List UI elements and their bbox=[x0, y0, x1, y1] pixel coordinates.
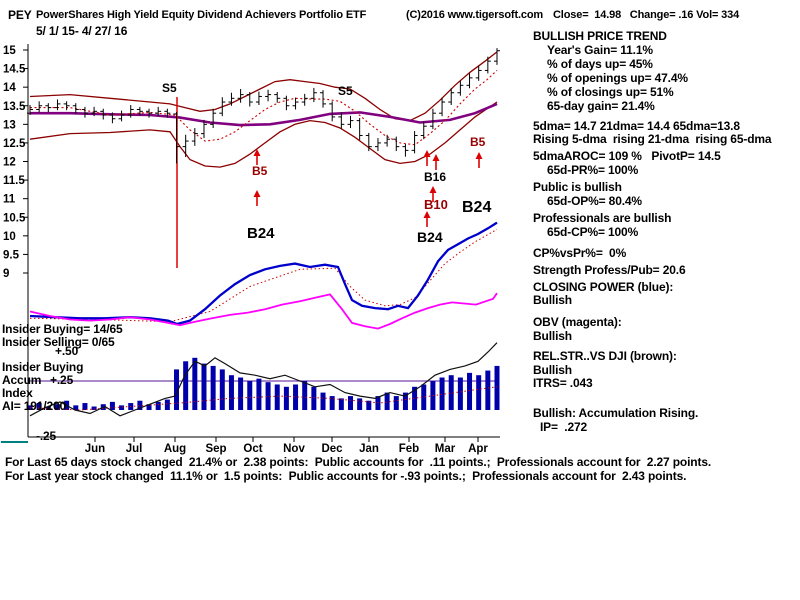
date-range: 5/ 1/ 15- 4/ 27/ 16 bbox=[36, 24, 128, 38]
svg-text:9: 9 bbox=[3, 268, 9, 280]
svg-text:10.5: 10.5 bbox=[3, 212, 26, 224]
signal-label-s5: S5 bbox=[338, 84, 353, 98]
summary-line-year: For Last year stock changed 11.1% or 1.5… bbox=[5, 469, 687, 483]
accum-label: Accum bbox=[2, 373, 42, 387]
cp-vs-pr: CP%vsPr%= 0% bbox=[533, 246, 627, 260]
svg-text:Nov: Nov bbox=[283, 443, 305, 455]
svg-text:12.5: 12.5 bbox=[3, 138, 26, 150]
closing-power-header: CLOSING POWER (blue): bbox=[533, 280, 674, 294]
svg-text:Sep: Sep bbox=[205, 443, 226, 455]
axes: 15 14.5 14 13.5 13 12.5 12 11.5 11 10.5 10 9.5 9 Jun J… bbox=[1, 44, 500, 455]
professional-sentiment: Professionals are bullish bbox=[533, 211, 672, 225]
svg-text:Dec: Dec bbox=[321, 443, 343, 455]
svg-text:Mar: Mar bbox=[435, 443, 456, 455]
scale-minus25: -.25 bbox=[36, 429, 57, 443]
svg-text:Jun: Jun bbox=[85, 443, 105, 455]
header-symbol: PEY bbox=[8, 8, 32, 22]
price-bars bbox=[27, 48, 500, 164]
scale-plus50: +.50 bbox=[55, 344, 79, 358]
svg-text:11.5: 11.5 bbox=[3, 175, 25, 187]
op-65d: 65d-OP%= 80.4% bbox=[547, 194, 642, 208]
rel-str-status: Bullish bbox=[533, 363, 572, 377]
quote-summary: Close= 14.98 Change= .16 Vol= 334 bbox=[553, 9, 740, 21]
signal-label-b5: B5 bbox=[470, 135, 486, 149]
insider-buying-label: Insider Buying bbox=[2, 360, 84, 374]
svg-text:Jan: Jan bbox=[359, 443, 379, 455]
svg-text:11: 11 bbox=[3, 194, 16, 206]
strength-ratio: Strength Profess/Pub= 20.6 bbox=[533, 263, 686, 277]
indicator-lines bbox=[29, 221, 498, 330]
aroc-pivot: 5dmaAROC= 109 % PivotP= 14.5 bbox=[533, 149, 721, 163]
rel-strength-line bbox=[29, 342, 498, 417]
rel-str-header: REL.STR..VS DJI (brown): bbox=[533, 349, 677, 363]
pr-65d: 65d-PR%= 100% bbox=[547, 163, 639, 177]
chart-title: PowerShares High Yield Equity Dividend A… bbox=[36, 9, 367, 21]
signal-label-b24: B24 bbox=[247, 225, 275, 242]
gain-65day: 65-day gain= 21.4% bbox=[547, 99, 655, 113]
svg-text:Feb: Feb bbox=[399, 443, 419, 455]
dma-values: 5dma= 14.7 21dma= 14.4 65dma=13.8 bbox=[533, 119, 740, 133]
signal-label-b10: B10 bbox=[424, 197, 448, 212]
itrs-value: ITRS= .043 bbox=[533, 376, 593, 390]
insider-selling-count: Insider Selling= 0/65 bbox=[2, 335, 115, 349]
svg-text:15: 15 bbox=[3, 45, 16, 57]
days-up-pct: % of days up= 45% bbox=[547, 57, 653, 71]
obv-status: Bullish bbox=[533, 329, 572, 343]
signal-label-b24: B24 bbox=[417, 229, 443, 245]
svg-text:10: 10 bbox=[3, 231, 16, 243]
svg-text:14.5: 14.5 bbox=[3, 64, 26, 76]
cp-65d: 65d-CP%= 100% bbox=[547, 225, 639, 239]
signal-label-s5: S5 bbox=[162, 81, 177, 95]
insider-buying-count: Insider Buying= 14/65 bbox=[2, 322, 123, 336]
signal-label-b16: B16 bbox=[424, 170, 446, 184]
signal-label-b24: B24 bbox=[462, 199, 491, 216]
ai-value: AI= 191/200 bbox=[2, 399, 67, 413]
svg-text:13: 13 bbox=[3, 119, 16, 131]
trend-header: BULLISH PRICE TREND bbox=[533, 29, 667, 43]
svg-text:Jul: Jul bbox=[126, 443, 143, 455]
closings-up-pct: % of closings up= 51% bbox=[547, 85, 674, 99]
ip-value: IP= .272 bbox=[540, 420, 588, 434]
svg-text:Apr: Apr bbox=[468, 443, 488, 455]
bands-and-mas bbox=[29, 51, 498, 168]
copyright-text: (C)2016 www.tigersoft.com bbox=[406, 9, 544, 21]
summary-line-65day: For Last 65 days stock changed 21.4% or … bbox=[5, 455, 712, 469]
svg-text:Aug: Aug bbox=[164, 443, 186, 455]
openings-up-pct: % of openings up= 47.4% bbox=[547, 71, 688, 85]
index-label: Index bbox=[2, 386, 33, 400]
svg-text:12: 12 bbox=[3, 157, 16, 169]
svg-text:14: 14 bbox=[3, 82, 16, 94]
accum-histogram bbox=[27, 357, 500, 410]
scale-plus25: +.25 bbox=[50, 373, 74, 387]
public-sentiment: Public is bullish bbox=[533, 180, 622, 194]
svg-text:Oct: Oct bbox=[243, 443, 262, 455]
years-gain: Year's Gain= 11.1% bbox=[547, 43, 653, 57]
accum-status: Bullish: Accumulation Rising. bbox=[533, 406, 699, 420]
dma-trend: Rising 5-dma rising 21-dma rising 65-dma bbox=[533, 132, 772, 146]
closing-power-status: Bullish bbox=[533, 293, 572, 307]
svg-text:13.5: 13.5 bbox=[3, 101, 26, 113]
annotations: S5 S5 B5 B5 B16 B10 B24 B24 B24 bbox=[162, 81, 491, 245]
obv-header: OBV (magenta): bbox=[533, 315, 622, 329]
svg-text:9.5: 9.5 bbox=[3, 249, 20, 261]
signal-label-b5: B5 bbox=[252, 164, 268, 178]
